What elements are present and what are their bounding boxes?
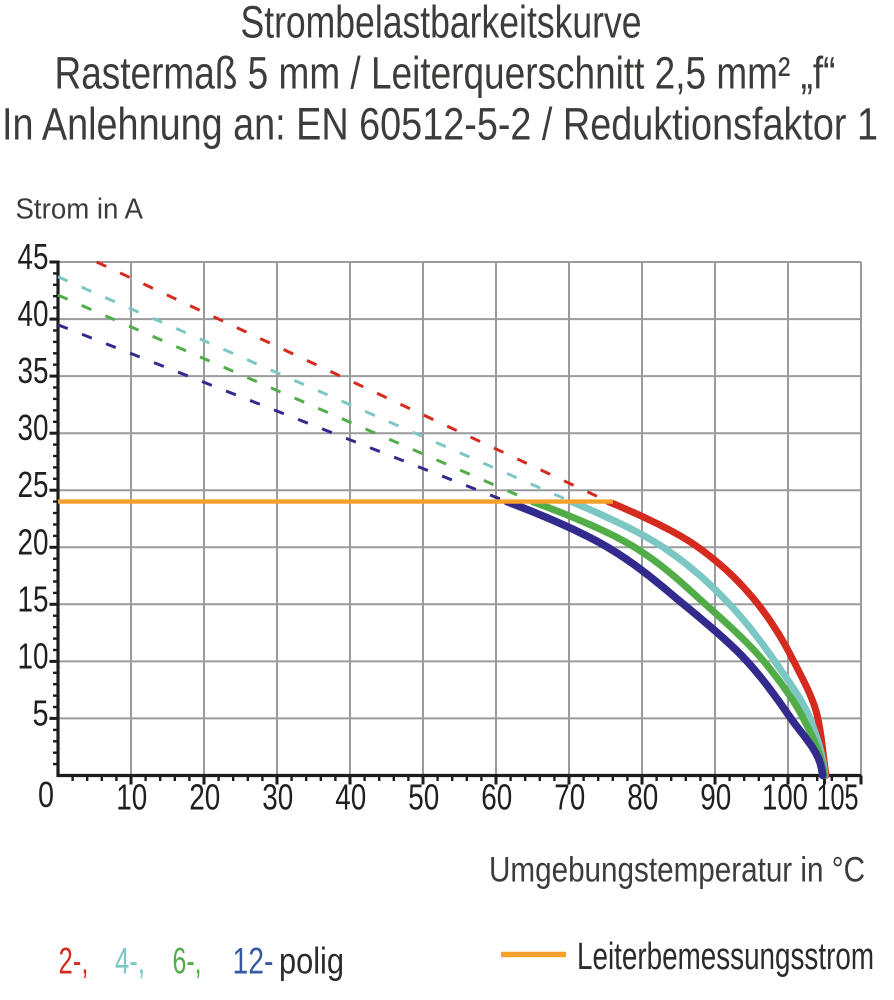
svg-text:30: 30 bbox=[262, 777, 293, 818]
svg-text:Strombelastbarkeitskurve: Strombelastbarkeitskurve bbox=[241, 0, 642, 48]
svg-text:20: 20 bbox=[189, 777, 220, 818]
svg-text:0: 0 bbox=[38, 774, 54, 815]
svg-text:polig: polig bbox=[279, 941, 344, 982]
svg-text:15: 15 bbox=[18, 578, 49, 619]
svg-text:100: 100 bbox=[762, 777, 808, 818]
svg-text:12-: 12- bbox=[233, 941, 274, 982]
svg-text:Rastermaß 5 mm / Leiterquersch: Rastermaß 5 mm / Leiterquerschnitt 2,5 m… bbox=[55, 48, 836, 99]
svg-text:In Anlehnung an: EN 60512-5-2: In Anlehnung an: EN 60512-5-2 / Reduktio… bbox=[2, 99, 878, 150]
svg-text:90: 90 bbox=[700, 777, 731, 818]
svg-text:80: 80 bbox=[627, 777, 658, 818]
svg-text:40: 40 bbox=[335, 777, 366, 818]
svg-text:10: 10 bbox=[116, 777, 147, 818]
svg-text:Umgebungstemperatur in °C: Umgebungstemperatur in °C bbox=[489, 851, 865, 890]
svg-text:105: 105 bbox=[817, 777, 859, 818]
svg-text:Strom in A: Strom in A bbox=[16, 194, 144, 226]
svg-text:Leiterbemessungsstrom: Leiterbemessungsstrom bbox=[577, 936, 874, 978]
svg-text:70: 70 bbox=[554, 777, 585, 818]
svg-text:5: 5 bbox=[33, 692, 49, 733]
svg-text:2-,: 2-, bbox=[59, 941, 89, 982]
svg-text:4-,: 4-, bbox=[115, 941, 145, 982]
svg-text:50: 50 bbox=[408, 777, 439, 818]
svg-text:45: 45 bbox=[18, 236, 49, 277]
svg-text:20: 20 bbox=[18, 521, 49, 562]
svg-text:10: 10 bbox=[18, 635, 49, 676]
svg-text:40: 40 bbox=[18, 293, 49, 334]
svg-text:25: 25 bbox=[18, 464, 49, 505]
svg-text:35: 35 bbox=[18, 350, 49, 391]
svg-text:60: 60 bbox=[481, 777, 512, 818]
svg-text:30: 30 bbox=[18, 407, 49, 448]
svg-text:6-,: 6-, bbox=[173, 941, 202, 982]
